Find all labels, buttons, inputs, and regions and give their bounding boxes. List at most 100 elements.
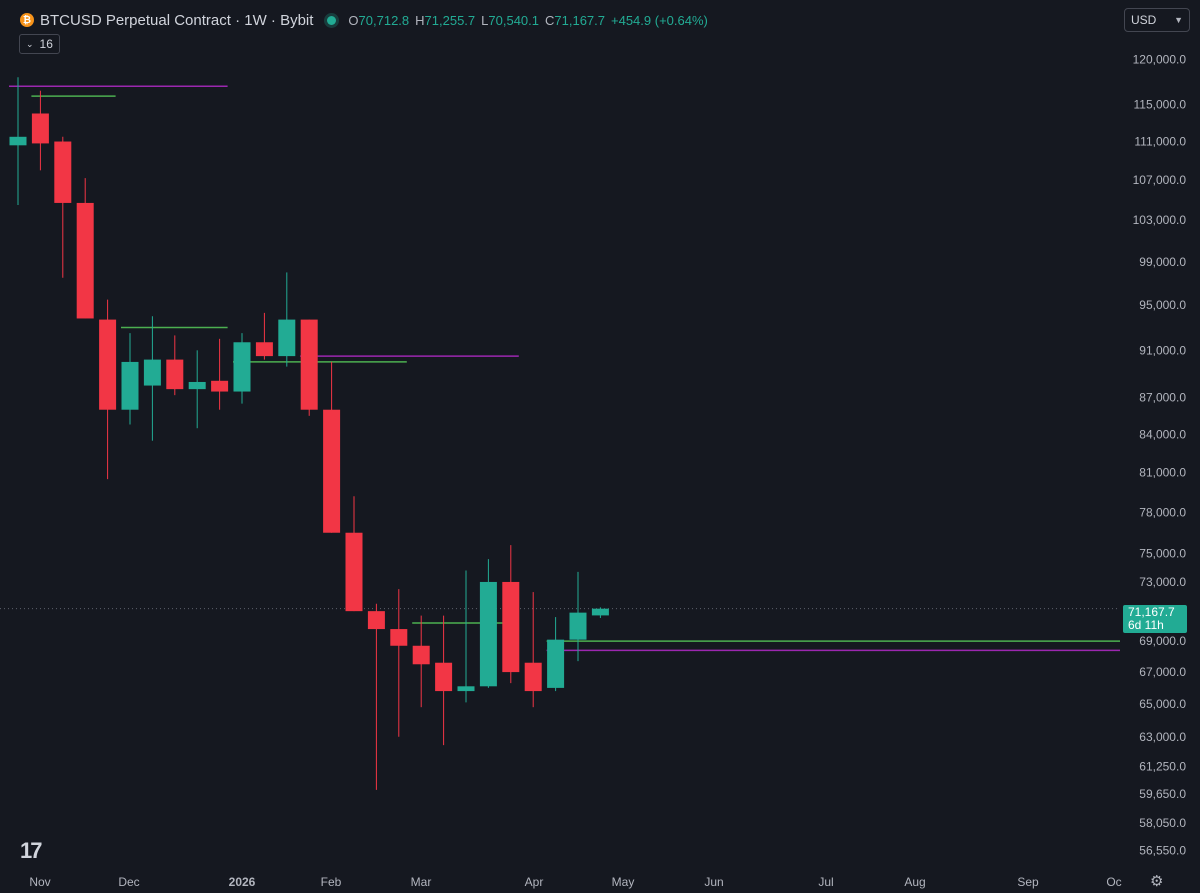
candle-body <box>457 686 475 692</box>
candle-11 <box>255 312 273 360</box>
x-tick-label: Sep <box>1017 875 1039 889</box>
x-tick-label: May <box>612 875 635 889</box>
chevron-down-icon: ▼ <box>1174 15 1183 25</box>
y-tick-label: 56,550.0 <box>1139 843 1186 857</box>
candle-2 <box>54 136 72 278</box>
candle-4 <box>99 299 117 480</box>
candle-20 <box>457 570 475 703</box>
candle-10 <box>233 333 251 404</box>
y-tick-label: 63,000.0 <box>1139 730 1186 744</box>
ohlc-values: O70,712.8 H71,255.7 L70,540.1 C71,167.7 … <box>348 12 708 28</box>
y-tick-label: 67,000.0 <box>1139 665 1186 679</box>
y-tick-label: 107,000.0 <box>1133 173 1187 187</box>
candle-body <box>166 359 184 390</box>
y-tick-label: 78,000.0 <box>1139 505 1186 519</box>
candle-0 <box>9 77 27 205</box>
candle-body <box>121 361 139 410</box>
x-tick-label: 2026 <box>229 875 256 889</box>
candle-1 <box>31 90 49 171</box>
candle-19 <box>435 615 453 746</box>
candle-body <box>31 113 49 144</box>
candle-body <box>300 319 318 410</box>
candle-body <box>390 629 408 646</box>
y-tick-label: 91,000.0 <box>1139 343 1186 357</box>
candle-body <box>345 532 363 612</box>
candle-6 <box>143 316 161 441</box>
y-tick-label: 75,000.0 <box>1139 547 1186 561</box>
x-tick-label: Nov <box>29 875 50 889</box>
candle-body <box>524 662 542 692</box>
candle-15 <box>345 496 363 612</box>
candle-9 <box>211 338 229 410</box>
y-tick-label: 59,650.0 <box>1139 787 1186 801</box>
candle-body <box>188 381 206 390</box>
candle-body <box>211 380 229 392</box>
candle-3 <box>76 178 94 319</box>
indicators-toggle[interactable]: ⌄ 16 <box>19 34 60 54</box>
candle-5 <box>121 333 139 425</box>
candle-21 <box>479 559 497 688</box>
candle-body <box>278 319 296 357</box>
candle-body <box>76 202 94 319</box>
tradingview-logo-icon[interactable]: 17 <box>20 838 43 863</box>
market-status-icon <box>327 15 337 25</box>
x-tick-label: Oc <box>1106 875 1121 889</box>
x-tick-label: Jul <box>818 875 833 889</box>
bar-countdown: 6d 11h <box>1128 618 1164 632</box>
candle-body <box>9 136 27 146</box>
price-change: +454.9 (+0.64%) <box>611 12 708 28</box>
y-tick-label: 65,000.0 <box>1139 697 1186 711</box>
candle-18 <box>412 615 430 708</box>
y-tick-label: 87,000.0 <box>1139 391 1186 405</box>
time-axis: Nov Dec 2026 Feb Mar Apr May Jun Jul Aug Sep Oc <box>29 875 1121 889</box>
y-tick-label: 111,000.0 <box>1134 135 1186 149</box>
candle-16 <box>367 603 385 790</box>
candle-7 <box>166 335 184 396</box>
x-tick-label: Apr <box>525 875 544 889</box>
y-tick-label: 99,000.0 <box>1139 255 1186 269</box>
currency-label: USD <box>1131 13 1157 27</box>
candle-body <box>502 581 520 673</box>
symbol-title[interactable]: BTCUSD Perpetual Contract · 1W · Bybit <box>40 11 314 29</box>
last-price: 71,167.7 <box>1128 605 1175 619</box>
candle-body <box>99 319 117 410</box>
candle-body <box>367 611 385 630</box>
candle-14 <box>323 361 341 533</box>
currency-select[interactable]: USD ▼ <box>1124 8 1190 32</box>
y-tick-label: 61,250.0 <box>1139 759 1186 773</box>
x-tick-label: Feb <box>321 875 342 889</box>
y-tick-label: 73,000.0 <box>1139 575 1186 589</box>
x-tick-label: Dec <box>118 875 139 889</box>
y-tick-label: 95,000.0 <box>1139 298 1186 312</box>
y-tick-label: 84,000.0 <box>1139 427 1186 441</box>
chart-legend: ₿ BTCUSD Perpetual Contract · 1W · Bybit… <box>20 10 708 30</box>
x-tick-label: Jun <box>704 875 723 889</box>
candle-12 <box>278 272 296 367</box>
last-price-tag: 71,167.7 6d 11h <box>1123 605 1187 633</box>
candle-body <box>233 342 251 392</box>
candle-13 <box>300 319 318 416</box>
candle-24 <box>547 617 565 692</box>
gear-icon[interactable]: ⚙ <box>1150 873 1164 890</box>
x-tick-label: Mar <box>411 875 432 889</box>
y-tick-label: 120,000.0 <box>1133 53 1187 67</box>
price-axis: 120,000.0 115,000.0 111,000.0 107,000.0 103,… <box>1133 53 1187 858</box>
y-tick-label: 58,050.0 <box>1139 816 1186 830</box>
candle-22 <box>502 545 520 684</box>
candle-8 <box>188 350 206 429</box>
y-tick-label: 103,000.0 <box>1133 213 1187 227</box>
candle-body <box>54 141 72 203</box>
candle-23 <box>524 592 542 708</box>
candle-25 <box>569 571 587 662</box>
candle-body <box>569 612 587 640</box>
candles <box>9 77 609 790</box>
level-lines <box>0 85 1120 652</box>
candle-17 <box>390 589 408 737</box>
candle-body <box>547 639 565 688</box>
candle-body <box>323 409 341 533</box>
candle-body <box>479 581 497 687</box>
candle-body <box>435 662 453 692</box>
candle-body <box>143 359 161 386</box>
y-tick-label: 81,000.0 <box>1139 466 1186 480</box>
